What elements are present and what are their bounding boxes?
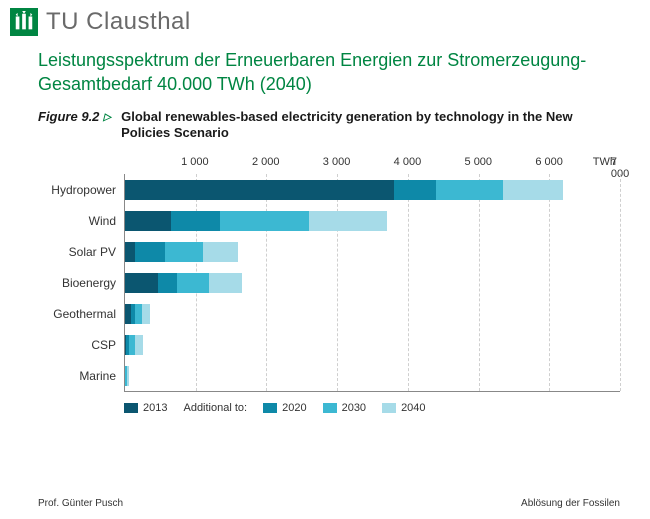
- x-tick: 2 000: [252, 156, 280, 168]
- category-label: CSP: [38, 329, 124, 360]
- figure-number-text: Figure 9.2: [38, 109, 99, 124]
- swatch-icon: [124, 403, 138, 413]
- x-tick: 6 000: [535, 156, 563, 168]
- swatch-icon: [323, 403, 337, 413]
- bar-row: [125, 236, 620, 267]
- legend-label: 2020: [282, 402, 306, 414]
- category-label: Wind: [38, 205, 124, 236]
- category-label: Geothermal: [38, 298, 124, 329]
- plot-area: [124, 174, 620, 392]
- category-label: Hydropower: [38, 174, 124, 205]
- swatch-icon: [382, 403, 396, 413]
- header: TU Clausthal: [0, 0, 650, 40]
- bar: [125, 335, 620, 355]
- bar-segment-add2040: [135, 335, 143, 355]
- category-label: Bioenergy: [38, 267, 124, 298]
- category-label: Solar PV: [38, 236, 124, 267]
- x-tick: 3 000: [323, 156, 351, 168]
- bar-segment-add2040: [209, 273, 242, 293]
- figure-area: Figure 9.2 ▷ Global renewables-based elec…: [0, 103, 650, 415]
- university-name: TU Clausthal: [46, 8, 191, 36]
- bar: [125, 211, 620, 231]
- bar: [125, 304, 620, 324]
- bar: [125, 180, 620, 200]
- legend-label: 2030: [342, 402, 366, 414]
- footer-right: Ablösung der Fossilen: [521, 498, 620, 509]
- bar-segment-add2040: [203, 242, 238, 262]
- swatch-icon: [263, 403, 277, 413]
- bar-segment-add2020: [171, 211, 221, 231]
- bar-row: [125, 267, 620, 298]
- footer: Prof. Günter Pusch Ablösung der Fossilen: [0, 498, 650, 509]
- bar-segment-y2013: [125, 273, 158, 293]
- x-axis-ticks: 1 0002 0003 0004 0005 0006 0007 000: [38, 156, 620, 174]
- bar: [125, 242, 620, 262]
- bar-row: [125, 174, 620, 205]
- figure-number: Figure 9.2 ▷: [38, 109, 111, 124]
- bar-segment-y2013: [125, 242, 135, 262]
- legend-item: 2040: [382, 402, 425, 414]
- bar-segment-add2020: [158, 273, 177, 293]
- bar-segment-add2040: [503, 180, 563, 200]
- bar-row: [125, 205, 620, 236]
- bar: [125, 366, 620, 386]
- university-logo: [10, 8, 38, 36]
- legend-item: 2013: [124, 402, 167, 414]
- bar-segment-add2040: [127, 366, 129, 386]
- x-tick: 5 000: [465, 156, 493, 168]
- figure-label-row: Figure 9.2 ▷ Global renewables-based elec…: [38, 109, 620, 143]
- x-tick: 4 000: [394, 156, 422, 168]
- legend-item: 2030: [323, 402, 366, 414]
- category-labels: HydropowerWindSolar PVBioenergyGeotherma…: [38, 174, 124, 392]
- logo-icon: [13, 11, 35, 33]
- figure-caption: Global renewables-based electricity gene…: [121, 109, 620, 143]
- bar-segment-add2030: [436, 180, 503, 200]
- legend: 2013 Additional to: 2020 2030 2040: [124, 402, 620, 414]
- bar-segment-add2030: [165, 242, 203, 262]
- bar-segment-add2040: [309, 211, 387, 231]
- bar-row: [125, 329, 620, 360]
- bar-segment-add2020: [135, 242, 165, 262]
- triangle-icon: ▷: [103, 112, 111, 123]
- bar-segment-add2040: [142, 304, 150, 324]
- legend-label: 2040: [401, 402, 425, 414]
- footer-left: Prof. Günter Pusch: [38, 498, 123, 509]
- grid-line: [620, 174, 621, 391]
- legend-label: 2013: [143, 402, 167, 414]
- bar: [125, 273, 620, 293]
- legend-prefix: Additional to:: [183, 402, 247, 414]
- legend-item: 2020: [263, 402, 306, 414]
- bar-segment-add2020: [394, 180, 436, 200]
- bar-segment-y2013: [125, 211, 171, 231]
- category-label: Marine: [38, 360, 124, 391]
- bar-row: [125, 298, 620, 329]
- bars-area: HydropowerWindSolar PVBioenergyGeotherma…: [38, 174, 620, 392]
- bar-segment-add2030: [135, 304, 142, 324]
- bar-segment-add2030: [220, 211, 308, 231]
- x-tick: 1 000: [181, 156, 209, 168]
- bar-segment-y2013: [125, 180, 394, 200]
- page-title: Leistungsspektrum der Erneuerbaren Energ…: [0, 40, 650, 103]
- chart: TWh 1 0002 0003 0004 0005 0006 0007 000 …: [38, 156, 620, 414]
- bar-segment-add2030: [177, 273, 209, 293]
- bar-row: [125, 360, 620, 391]
